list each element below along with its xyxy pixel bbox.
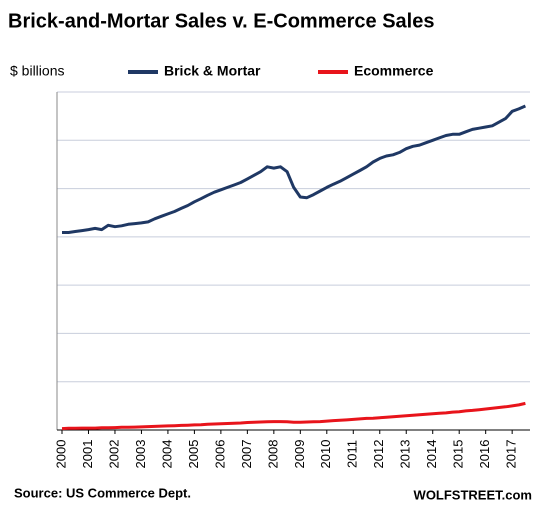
source: Source: US Commerce Dept. (14, 485, 191, 500)
legend-label: Brick & Mortar (164, 63, 261, 79)
series-line (62, 104, 527, 234)
x-tick-label: 2011 (345, 440, 360, 468)
x-tick-label: 2014 (424, 440, 439, 469)
x-tick-label: 2008 (265, 440, 280, 469)
x-tick-label: 2012 (371, 440, 386, 469)
x-tick-label: 2013 (398, 440, 413, 469)
x-tick-label: 2002 (106, 440, 121, 469)
x-tick-label: 2006 (212, 440, 227, 469)
x-tick-label: 2017 (504, 440, 519, 469)
series-line (61, 401, 526, 431)
y-axis-label: $ billions (10, 63, 64, 79)
x-tick-label: 2000 (53, 440, 68, 469)
x-tick-label: 2009 (292, 440, 307, 469)
x-tick-label: 2003 (133, 440, 148, 469)
legend-label: Ecommerce (354, 63, 434, 79)
x-tick-label: 2010 (318, 440, 333, 469)
x-tick-label: 2016 (477, 440, 492, 469)
x-tick-label: 2001 (80, 440, 95, 469)
x-tick-label: 2015 (451, 440, 466, 469)
chart-title: Brick-and-Mortar Sales v. E-Commerce Sal… (8, 10, 434, 32)
credit: WOLFSTREET.com (414, 487, 532, 502)
x-tick-label: 2007 (239, 440, 254, 469)
x-tick-label: 2005 (186, 440, 201, 469)
x-tick-label: 2004 (159, 440, 174, 469)
